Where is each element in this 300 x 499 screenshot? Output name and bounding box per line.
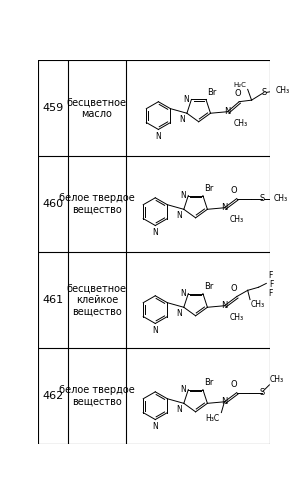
Text: N: N [224,107,231,116]
Text: CH₃: CH₃ [269,375,284,384]
Text: F: F [268,270,272,279]
Text: S: S [259,194,264,203]
Text: F: F [269,279,274,289]
Text: белое твердое
вещество: белое твердое вещество [59,385,135,407]
Text: N: N [221,397,228,406]
Text: N: N [183,95,189,104]
Text: N: N [176,211,182,220]
Text: N: N [221,203,228,212]
Text: O: O [230,283,237,292]
Text: 459: 459 [42,103,63,113]
Text: CH₃: CH₃ [251,300,265,309]
Text: бесцветное
масло: бесцветное масло [67,97,127,119]
Text: CH₃: CH₃ [230,216,244,225]
Text: F: F [268,289,272,298]
Text: 462: 462 [42,391,63,401]
Text: CH₃: CH₃ [274,194,288,203]
Text: O: O [234,89,241,98]
Text: N: N [152,326,158,335]
Text: 461: 461 [42,295,63,305]
Text: CH₃: CH₃ [230,313,244,322]
Text: H₂C: H₂C [233,82,246,88]
Text: N: N [152,422,158,431]
Text: Br: Br [204,378,213,387]
Text: O: O [230,380,237,389]
Text: O: O [230,186,237,195]
Text: N: N [180,289,186,298]
Text: H₃C: H₃C [206,414,220,423]
Text: N: N [180,385,186,394]
Text: бесцветное
клейкое
вещество: бесцветное клейкое вещество [67,283,127,317]
Text: N: N [152,228,158,237]
Text: Br: Br [204,282,213,291]
Text: Br: Br [207,88,216,97]
Text: N: N [180,115,185,124]
Text: CH₃: CH₃ [276,86,290,95]
Text: S: S [261,88,267,97]
Text: N: N [180,191,186,200]
Text: N: N [155,132,161,141]
Text: N: N [221,301,228,310]
Text: S: S [259,388,264,397]
Text: Br: Br [204,184,213,193]
Text: белое твердое
вещество: белое твердое вещество [59,193,135,215]
Text: CH₃: CH₃ [234,119,248,128]
Text: N: N [176,405,182,414]
Text: N: N [176,309,182,318]
Text: 460: 460 [42,199,63,209]
